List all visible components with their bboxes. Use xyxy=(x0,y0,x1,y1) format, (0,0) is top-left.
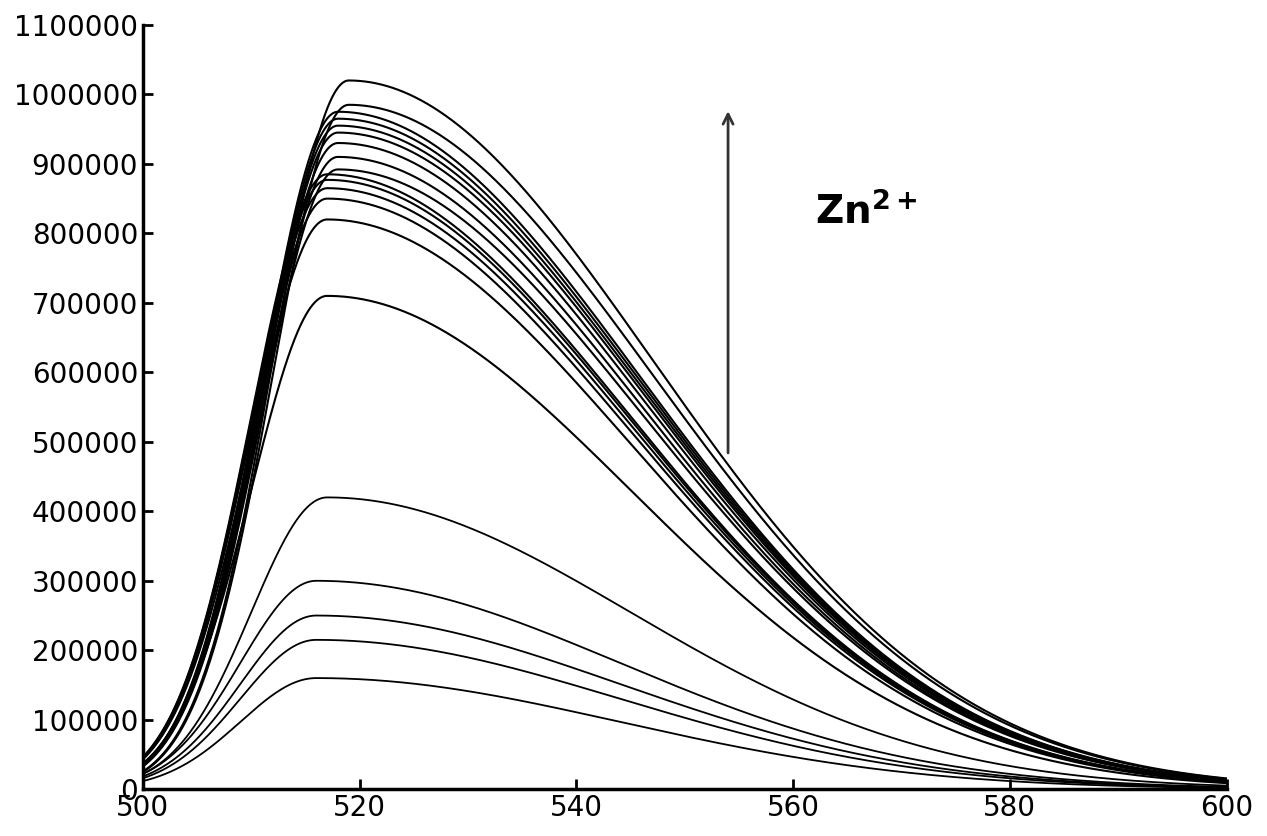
Text: $\mathbf{Zn}^{\mathbf{2+}}$: $\mathbf{Zn}^{\mathbf{2+}}$ xyxy=(815,192,917,232)
